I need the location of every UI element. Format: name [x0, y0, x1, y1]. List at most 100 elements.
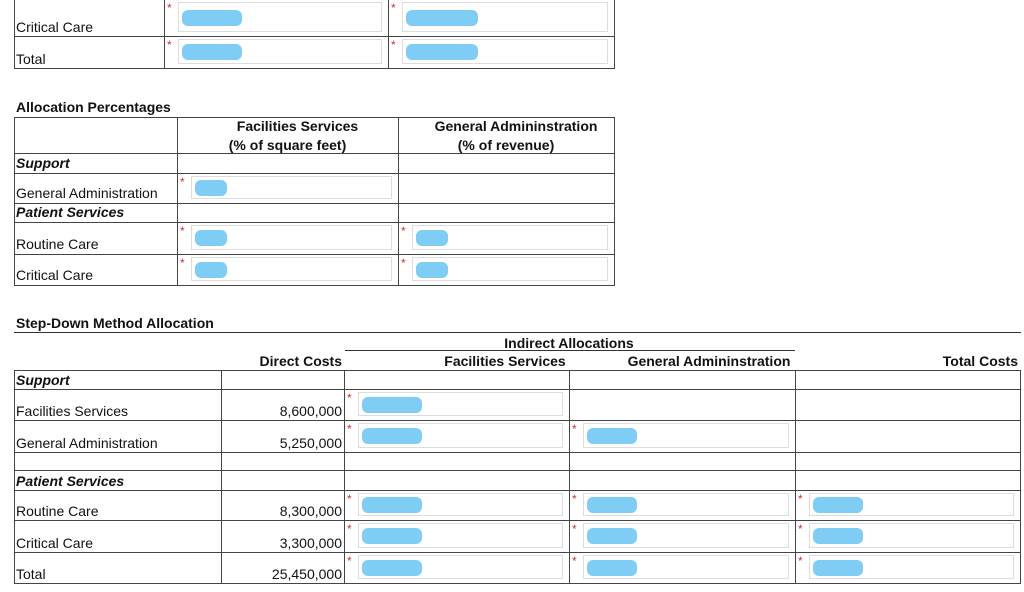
- required-marker: *: [180, 224, 185, 238]
- direct-cost: 3,300,000: [279, 535, 342, 551]
- redaction: [587, 559, 637, 576]
- redaction: [362, 497, 422, 513]
- redaction: [195, 180, 227, 196]
- required-marker: *: [798, 522, 803, 536]
- column-header: General Admininstration: [627, 353, 791, 369]
- required-marker: *: [572, 522, 577, 536]
- rule: [177, 117, 178, 285]
- rule: [14, 254, 615, 255]
- redaction: [406, 44, 478, 60]
- required-marker: *: [180, 256, 185, 270]
- row-label: Routine Care: [16, 236, 99, 252]
- rule: [14, 583, 1021, 584]
- rule: [14, 203, 615, 204]
- redaction: [406, 9, 478, 26]
- rule: [14, 153, 615, 154]
- rule: [14, 470, 1021, 471]
- redaction: [195, 261, 227, 278]
- rule: [14, 420, 1021, 421]
- row-label: Routine Care: [16, 503, 99, 519]
- row-label: General Administration: [16, 435, 158, 451]
- rule: [14, 520, 1021, 521]
- rule: [14, 452, 1021, 453]
- required-marker: *: [347, 422, 352, 436]
- rule: [344, 370, 345, 583]
- input-field[interactable]: [191, 225, 392, 250]
- row-label: Support: [16, 372, 70, 388]
- redaction: [195, 230, 227, 246]
- required-marker: *: [180, 175, 185, 189]
- row-label: Critical Care: [16, 535, 94, 551]
- rule: [614, 0, 615, 68]
- required-marker: *: [391, 38, 396, 52]
- redaction: [587, 497, 637, 513]
- rule: [14, 389, 1021, 390]
- required-marker: *: [572, 422, 577, 436]
- required-marker: *: [347, 391, 352, 405]
- row-label: Critical Care: [16, 267, 94, 283]
- rule: [14, 552, 1021, 553]
- redaction: [182, 44, 242, 60]
- column-header: Total Costs: [942, 353, 1018, 369]
- rule: [14, 173, 615, 174]
- rule: [221, 370, 222, 583]
- required-marker: *: [798, 492, 803, 506]
- rule: [795, 370, 796, 583]
- required-marker: *: [572, 554, 577, 568]
- rule: [14, 490, 1021, 491]
- redaction: [813, 559, 863, 576]
- rule: [569, 370, 570, 583]
- redaction: [362, 559, 422, 576]
- rule: [614, 117, 615, 285]
- required-marker: *: [401, 224, 406, 238]
- group-header: Indirect Allocations: [504, 335, 634, 351]
- direct-cost: 8,300,000: [279, 503, 342, 519]
- required-marker: *: [347, 554, 352, 568]
- required-marker: *: [391, 1, 396, 15]
- required-marker: *: [167, 38, 172, 52]
- rule: [398, 117, 399, 285]
- redaction: [362, 396, 422, 413]
- rule: [14, 370, 1021, 371]
- row-label: Patient Services: [16, 204, 125, 220]
- rule: [14, 332, 1021, 333]
- row-label: General Administration: [16, 185, 158, 201]
- input-field[interactable]: [191, 176, 392, 199]
- rule: [1020, 370, 1021, 583]
- column-header: (% of square feet): [228, 137, 347, 153]
- direct-cost: 8,600,000: [279, 403, 342, 419]
- rule: [14, 68, 615, 69]
- column-header: (% of revenue): [457, 137, 555, 153]
- column-header: General Admininstration: [434, 118, 598, 134]
- rule: [14, 0, 15, 68]
- required-marker: *: [401, 256, 406, 270]
- rule: [14, 117, 15, 285]
- redaction: [587, 428, 637, 444]
- rule: [14, 36, 615, 37]
- redaction: [182, 9, 242, 26]
- redaction: [813, 528, 863, 544]
- required-marker: *: [167, 1, 172, 15]
- redaction: [416, 261, 448, 278]
- redaction: [587, 528, 637, 544]
- section-title: Allocation Percentages: [16, 99, 171, 115]
- rule: [388, 0, 389, 68]
- required-marker: *: [347, 522, 352, 536]
- rule: [345, 350, 795, 351]
- rule: [14, 222, 615, 223]
- rule: [14, 117, 615, 118]
- column-header: Facilities Services: [236, 118, 359, 134]
- row-label: Facilities Services: [16, 403, 129, 419]
- row-label: Patient Services: [16, 473, 125, 489]
- redaction: [416, 230, 448, 246]
- row-label: Critical Care: [16, 19, 94, 35]
- direct-cost: 25,450,000: [271, 566, 342, 582]
- rule: [14, 285, 615, 286]
- redaction: [362, 428, 422, 444]
- rule: [164, 0, 165, 68]
- row-label: Support: [16, 155, 70, 171]
- required-marker: *: [347, 492, 352, 506]
- redaction: [362, 528, 422, 544]
- row-label: Total: [16, 566, 46, 582]
